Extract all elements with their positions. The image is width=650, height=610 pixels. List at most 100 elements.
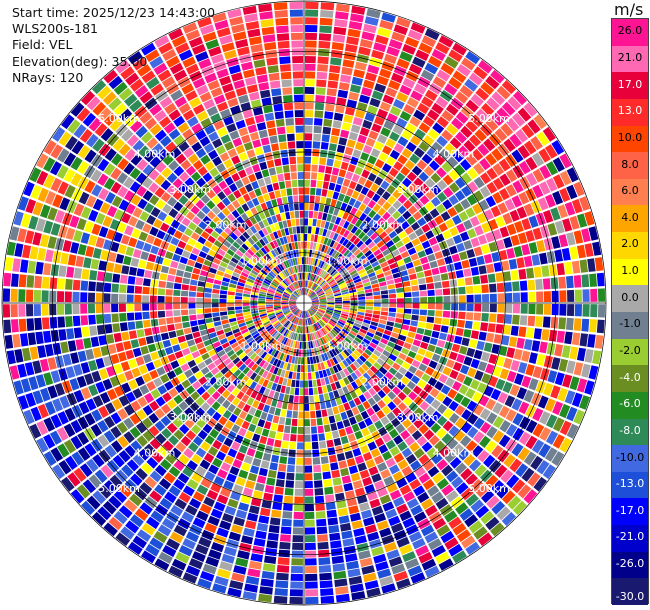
radar-gate: [280, 189, 287, 197]
radar-gate: [195, 148, 207, 159]
radar-gate: [112, 454, 125, 468]
radar-gate: [507, 495, 522, 510]
radar-gate: [144, 443, 156, 456]
radar-gate: [285, 312, 292, 318]
radar-gate: [349, 234, 357, 243]
radar-gate: [315, 313, 322, 319]
radar-gate: [353, 527, 365, 537]
radar-gate: [343, 249, 350, 257]
radar-gate: [36, 420, 49, 436]
radar-gate: [307, 309, 312, 317]
colorbar-tick-label: 26.0: [617, 24, 643, 38]
radar-gate: [299, 341, 302, 349]
radar-gate: [311, 303, 319, 306]
radar-gate: [508, 336, 518, 348]
radar-gate: [283, 279, 290, 286]
radar-gate: [485, 440, 497, 453]
radar-gate: [216, 395, 226, 405]
radar-gate: [173, 429, 185, 441]
radar-gate: [523, 451, 537, 466]
radar-gate: [146, 457, 159, 469]
radar-gate: [442, 199, 453, 210]
radar-gate: [275, 333, 281, 340]
radar-gate: [212, 184, 222, 195]
radar-gate: [426, 316, 435, 323]
radar-gate: [164, 102, 177, 115]
radar-gate: [362, 196, 371, 206]
radar-gate: [476, 340, 485, 351]
radar-gate: [296, 333, 299, 341]
radar-gate: [215, 345, 224, 353]
colorbar-segment: [612, 152, 648, 180]
radar-gate: [216, 163, 226, 173]
radar-gate: [227, 299, 235, 303]
radar-gate: [325, 312, 332, 317]
radar-gate: [421, 35, 437, 48]
radar-gate: [305, 40, 317, 48]
radar-gate: [227, 97, 239, 108]
colorbar-tick-label: 8.0: [621, 157, 639, 171]
radar-gate: [174, 498, 187, 510]
radar-gate: [276, 230, 283, 238]
radar-gate: [108, 75, 123, 90]
colorbar-tick-label: 17.0: [617, 77, 643, 91]
radar-gate: [319, 305, 327, 308]
radar-gate: [311, 305, 319, 309]
radar-gate: [332, 120, 342, 129]
radar-gate: [321, 317, 328, 324]
radar-gate: [199, 24, 215, 36]
radar-gate: [222, 187, 232, 197]
radar-gate: [486, 181, 498, 194]
radar-gate: [192, 517, 206, 529]
radar-gate: [296, 457, 304, 465]
radar-gate: [455, 502, 469, 515]
radar-gate: [315, 331, 320, 339]
radar-gate: [309, 273, 312, 281]
radar-gate: [149, 156, 161, 168]
radar-gate: [173, 115, 186, 127]
radar-gate: [252, 458, 262, 467]
radar-gate: [323, 326, 330, 333]
radar-gate: [259, 289, 267, 293]
radar-gate: [200, 402, 211, 412]
radar-gate: [77, 447, 91, 461]
radar-gate: [258, 298, 266, 301]
radar-gate: [331, 315, 339, 321]
radar-gate: [110, 167, 122, 180]
radar-gate: [241, 420, 250, 430]
radar-gate: [218, 416, 228, 426]
radar-gate: [492, 402, 503, 415]
radar-gate: [55, 238, 65, 251]
radar-gate: [124, 190, 135, 202]
radar-gate: [235, 306, 243, 310]
radar-gate: [103, 303, 111, 313]
radar-gate: [499, 368, 510, 380]
radar-gate: [317, 211, 323, 220]
radar-gate: [558, 358, 569, 372]
radar-gate: [388, 230, 398, 239]
radar-gate: [214, 226, 223, 235]
radar-gate: [330, 423, 338, 431]
radar-gate: [327, 305, 335, 308]
radar-gate: [358, 306, 366, 310]
radar-gate: [477, 361, 488, 372]
radar-gate: [325, 230, 332, 238]
radar-gate: [137, 64, 152, 77]
radar-gate: [127, 51, 143, 65]
radar-gate: [221, 83, 234, 93]
radar-gate: [452, 234, 463, 245]
radar-gate: [286, 219, 292, 227]
radar-gate: [310, 257, 314, 265]
radar-gate: [317, 363, 322, 371]
radar-gate: [260, 247, 268, 255]
radar-gate: [177, 357, 187, 366]
radar-gate: [579, 196, 591, 211]
radar-gate: [305, 288, 307, 296]
radar-gate: [544, 447, 558, 462]
radar-gate: [310, 293, 316, 299]
radar-gate: [296, 442, 304, 450]
radar-gate: [308, 317, 312, 325]
radar-gate: [452, 443, 464, 456]
radar-gate: [250, 207, 258, 216]
radar-gate: [318, 338, 323, 346]
